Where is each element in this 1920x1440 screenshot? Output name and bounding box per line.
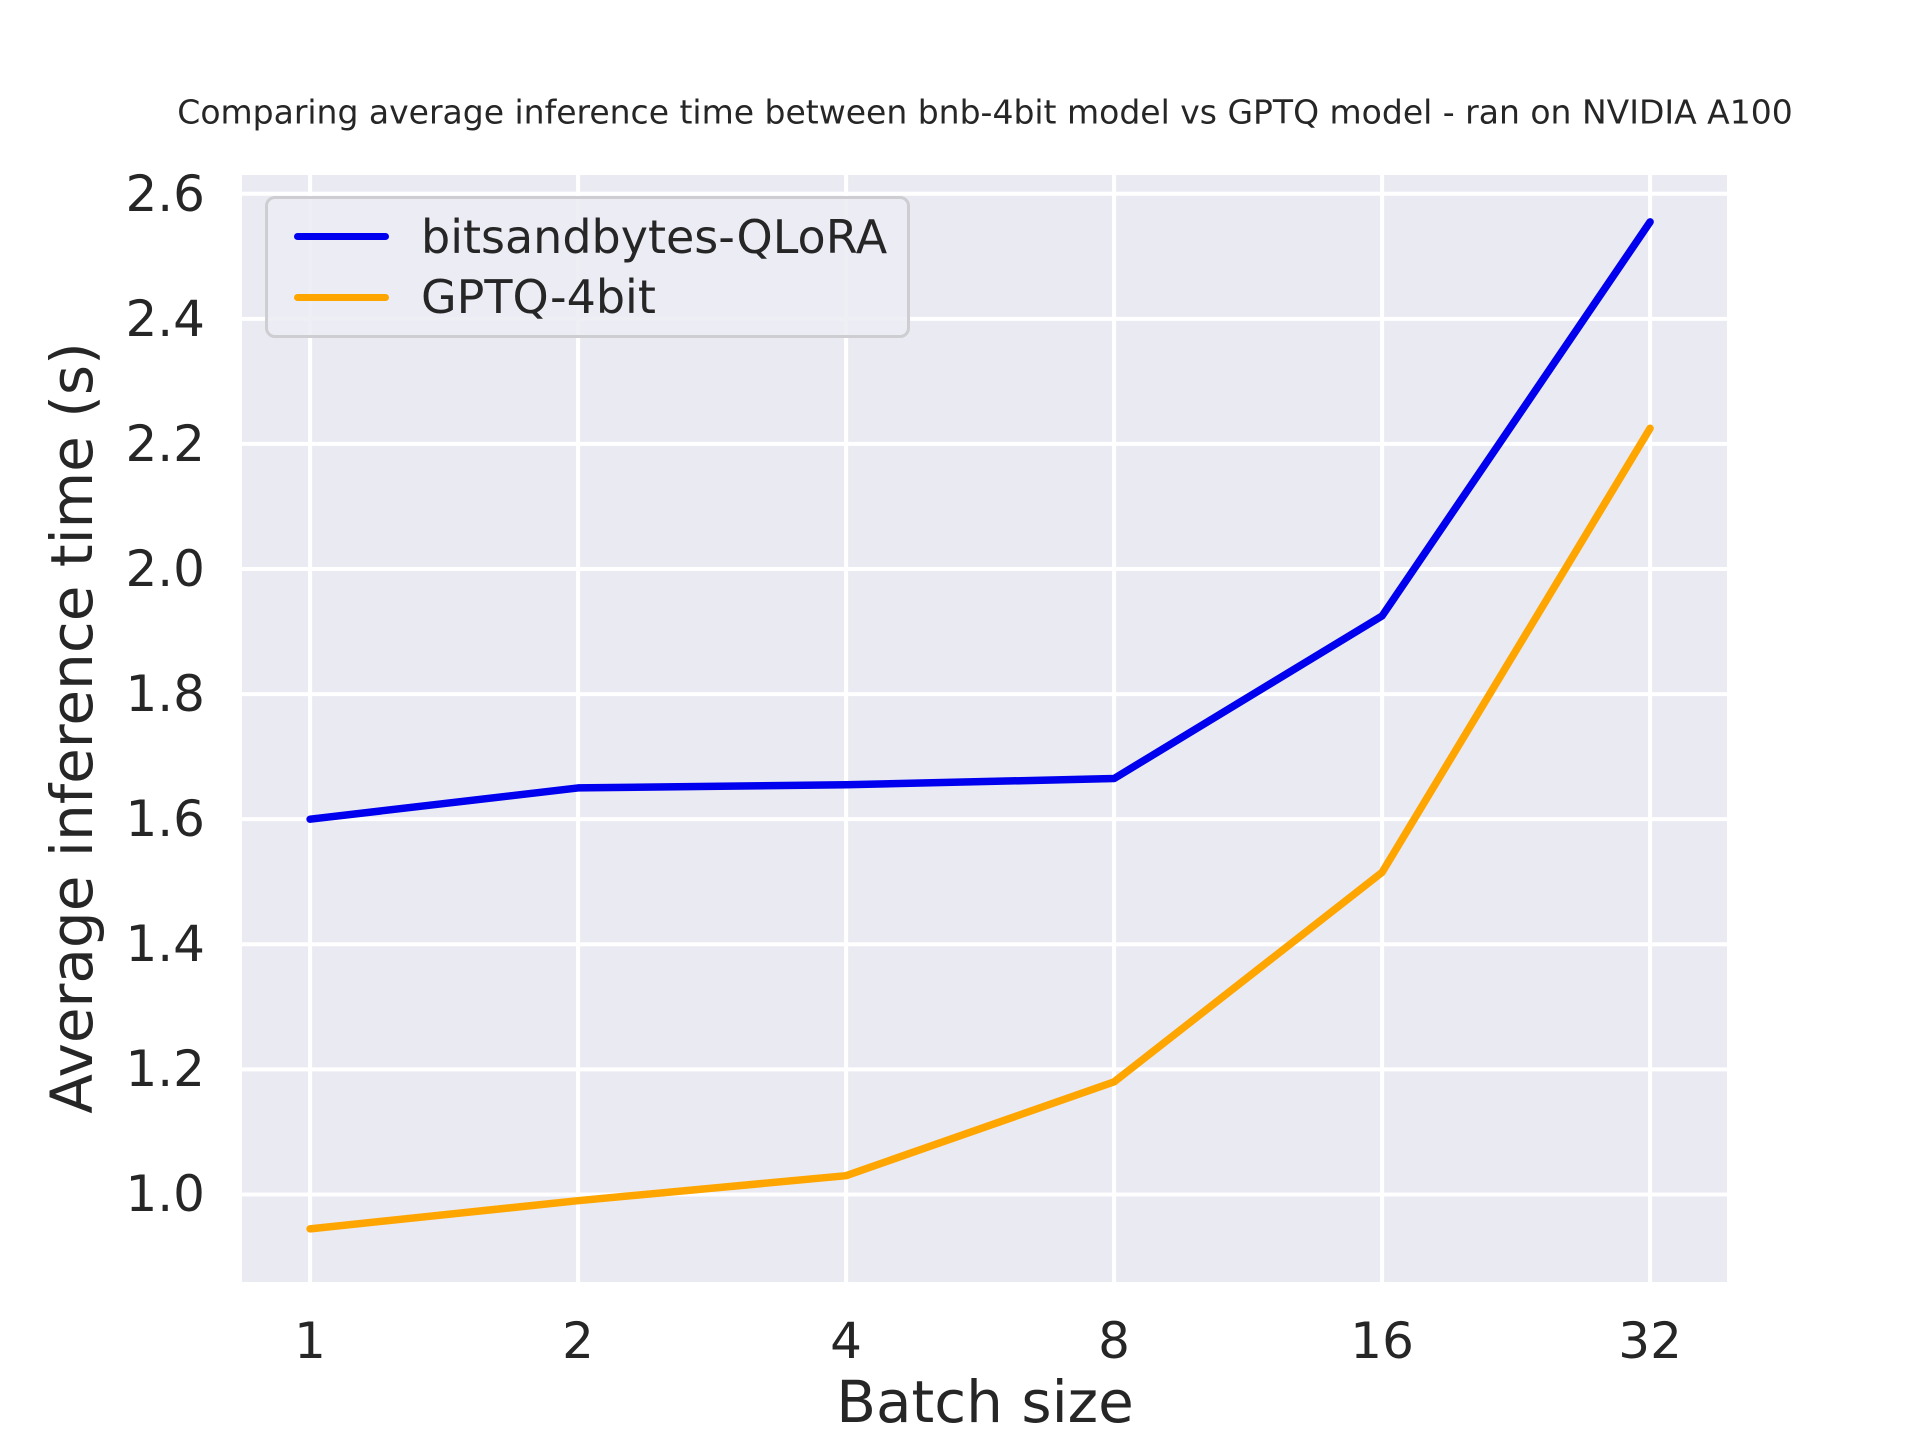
y-tick-label: 1.4: [125, 915, 205, 974]
y-tick-label: 1.0: [125, 1165, 205, 1224]
legend-line-swatch: [294, 293, 389, 301]
x-tick-label: 1: [294, 1312, 326, 1370]
plot-background: [242, 175, 1727, 1282]
y-tick-label: 2.6: [125, 164, 205, 223]
x-tick-label: 2: [562, 1312, 594, 1370]
x-tick-label: 16: [1350, 1312, 1414, 1370]
series-line-GPTQ-4bit: [306, 424, 1654, 1233]
y-tick-label: 2.0: [125, 540, 205, 599]
legend-line-swatch: [294, 233, 389, 241]
series-line-bitsandbytes-QLoRA: [306, 218, 1654, 823]
y-axis-label: Average inference time (s): [38, 342, 106, 1114]
y-tick-label: 1.6: [125, 790, 205, 849]
legend-label: bitsandbytes-QLoRA: [421, 209, 888, 264]
y-tick-label: 2.2: [125, 414, 205, 473]
x-axis-label: Batch size: [836, 1368, 1134, 1436]
x-tick-label: 8: [1098, 1312, 1130, 1370]
x-tick-label: 32: [1618, 1312, 1682, 1370]
legend-entry: bitsandbytes-QLoRA: [294, 210, 907, 264]
chart-title: Comparing average inference time between…: [177, 92, 1793, 132]
legend: bitsandbytes-QLoRA GPTQ-4bit: [265, 196, 910, 338]
legend-label: GPTQ-4bit: [421, 270, 656, 325]
x-tick-label: 4: [830, 1312, 862, 1370]
y-tick-label: 1.2: [125, 1040, 205, 1099]
legend-entry: GPTQ-4bit: [294, 270, 907, 324]
y-tick-label: 2.4: [125, 289, 205, 348]
y-tick-label: 1.8: [125, 665, 205, 724]
